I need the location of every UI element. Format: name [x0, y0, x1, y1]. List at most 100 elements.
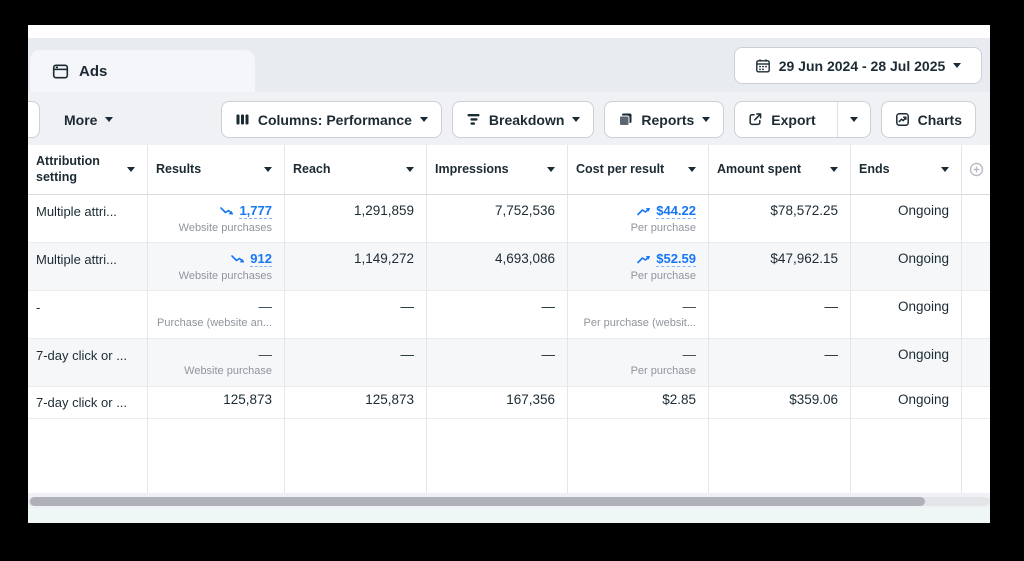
results-cell: 1,777 Website purchases	[148, 195, 285, 243]
spacer-cell	[962, 387, 990, 419]
export-button[interactable]: Export	[735, 102, 828, 137]
column-menu-caret-icon[interactable]	[406, 167, 414, 172]
attribution-cell: Multiple attri...	[28, 243, 148, 291]
column-menu-caret-icon[interactable]	[264, 167, 272, 172]
ends-cell: Ongoing	[851, 387, 962, 419]
results-cell: 125,873	[148, 387, 285, 419]
table-row: 7-day click or ... 125,873 125,873 167,3…	[28, 387, 990, 419]
results-sublabel: Website purchases	[178, 270, 272, 282]
cost-per-result-cell: $44.22 Per purchase	[568, 195, 709, 243]
chevron-down-icon	[702, 117, 711, 122]
chevron-down-icon	[419, 117, 428, 122]
cost-per-result-link[interactable]: $52.59	[656, 251, 696, 267]
date-range-label: 29 Jun 2024 - 28 Jul 2025	[778, 57, 946, 74]
charts-button[interactable]: Charts	[880, 101, 976, 138]
add-column-plus-icon[interactable]	[969, 162, 984, 177]
impressions-cell: —	[427, 291, 568, 339]
column-header-results[interactable]: Results	[148, 145, 285, 195]
toolbar: More Columns: Performance Breakdown	[28, 101, 990, 138]
impressions-cell: 7,752,536	[427, 195, 568, 243]
cost-per-result-link[interactable]: $44.22	[656, 203, 696, 219]
impressions-cell: —	[427, 339, 568, 387]
spacer-cell	[962, 291, 990, 339]
attribution-cell: Multiple attri...	[28, 195, 148, 243]
columns-label: Columns: Performance	[257, 111, 412, 128]
amount-spent-cell: $359.06	[709, 387, 851, 419]
tab-ads[interactable]: Ads	[30, 50, 255, 92]
reports-button[interactable]: Reports	[604, 101, 725, 138]
column-menu-caret-icon[interactable]	[688, 167, 696, 172]
table-header-row: Attribution setting Results Reach Impres…	[28, 145, 990, 195]
results-link[interactable]: 912	[250, 251, 272, 267]
columns-button[interactable]: Columns: Performance	[220, 101, 442, 138]
trend-up-icon	[637, 254, 651, 265]
ads-table: Attribution setting Results Reach Impres…	[28, 145, 990, 493]
horizontal-scrollbar-track[interactable]	[28, 497, 990, 506]
ends-cell: Ongoing	[851, 339, 962, 387]
column-menu-caret-icon[interactable]	[547, 167, 555, 172]
column-menu-caret-icon[interactable]	[941, 167, 949, 172]
attribution-cell: 7-day click or ...	[28, 339, 148, 387]
charts-icon	[895, 112, 910, 127]
export-options-button[interactable]	[836, 102, 870, 137]
reach-cell: 1,149,272	[285, 243, 427, 291]
column-menu-caret-icon[interactable]	[830, 167, 838, 172]
column-menu-caret-icon[interactable]	[127, 167, 135, 172]
reach-cell: —	[285, 339, 427, 387]
column-header-amount-spent[interactable]: Amount spent	[709, 145, 851, 195]
reports-label: Reports	[641, 111, 695, 128]
ads-manager-screen: Ads 29 Jun 2024 - 28 Jul 2025 More Colum…	[28, 25, 990, 523]
table-row: Multiple attri... 912 Website purchases …	[28, 243, 990, 291]
breakdown-label: Breakdown	[488, 111, 565, 128]
impressions-cell: 4,693,086	[427, 243, 568, 291]
cost-per-result-sublabel: Per purchase (websit...	[583, 317, 697, 329]
top-white-band	[28, 25, 990, 38]
toolbar-button-group: Columns: Performance Breakdown Reports	[220, 101, 976, 138]
more-label: More	[64, 111, 98, 128]
results-cell: — Purchase (website an...	[148, 291, 285, 339]
export-split-button: Export	[734, 101, 871, 138]
add-column-cell	[962, 145, 990, 195]
cost-per-result-sublabel: Per purchase	[630, 365, 696, 377]
trend-down-icon	[231, 254, 245, 265]
results-cell: — Website purchase	[148, 339, 285, 387]
column-header-attribution-setting[interactable]: Attribution setting	[28, 145, 148, 195]
horizontal-scrollbar-thumb[interactable]	[30, 497, 925, 506]
ends-cell: Ongoing	[851, 243, 962, 291]
chevron-down-icon	[105, 117, 114, 122]
results-cell: 912 Website purchases	[148, 243, 285, 291]
column-header-cost-per-result[interactable]: Cost per result	[568, 145, 709, 195]
ads-window-icon	[52, 63, 69, 80]
table-row: 7-day click or ... — Website purchase — …	[28, 339, 990, 387]
cost-per-result-cell: — Per purchase (websit...	[568, 291, 709, 339]
spacer-cell	[962, 195, 990, 243]
results-sublabel: Website purchase	[184, 365, 272, 377]
amount-spent-cell: —	[709, 339, 851, 387]
cutoff-button-fragment[interactable]	[28, 101, 40, 138]
breakdown-button[interactable]: Breakdown	[451, 101, 595, 138]
reach-cell: —	[285, 291, 427, 339]
impressions-cell: 167,356	[427, 387, 568, 419]
column-header-reach[interactable]: Reach	[285, 145, 427, 195]
trend-down-icon	[220, 206, 234, 217]
amount-spent-cell: —	[709, 291, 851, 339]
attribution-cell: -	[28, 291, 148, 339]
table-row: - — Purchase (website an... — — — Per pu…	[28, 291, 990, 339]
column-header-impressions[interactable]: Impressions	[427, 145, 568, 195]
amount-spent-cell: $47,962.15	[709, 243, 851, 291]
export-label: Export	[771, 111, 816, 128]
cost-per-result-cell: $52.59 Per purchase	[568, 243, 709, 291]
cost-per-result-cell: $2.85	[568, 387, 709, 419]
empty-table-area	[28, 419, 990, 493]
column-header-ends[interactable]: Ends	[851, 145, 962, 195]
results-link[interactable]: 1,777	[239, 203, 272, 219]
cost-per-result-cell: — Per purchase	[568, 339, 709, 387]
date-range-button[interactable]: 29 Jun 2024 - 28 Jul 2025	[734, 47, 982, 84]
reach-cell: 1,291,859	[285, 195, 427, 243]
ends-cell: Ongoing	[851, 195, 962, 243]
columns-icon	[235, 112, 250, 127]
breakdown-icon	[466, 112, 481, 127]
calendar-icon	[755, 58, 771, 74]
spacer-cell	[962, 243, 990, 291]
more-button[interactable]: More	[64, 111, 114, 128]
